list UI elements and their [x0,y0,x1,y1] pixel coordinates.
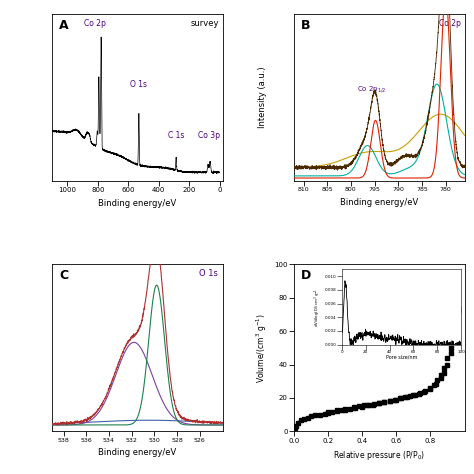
Text: O 1s: O 1s [130,80,147,89]
Text: Co 3p: Co 3p [198,131,220,140]
X-axis label: Binding energy/eV: Binding energy/eV [98,199,176,208]
Y-axis label: Intensity (a.u.): Intensity (a.u.) [258,67,267,128]
Y-axis label: Volume/(cm$^3$ g$^{-1}$): Volume/(cm$^3$ g$^{-1}$) [255,313,269,383]
Text: Co 2p: Co 2p [439,19,461,28]
Text: B: B [301,19,310,32]
X-axis label: Binding energy/eV: Binding energy/eV [340,198,419,207]
Text: D: D [301,270,311,283]
Text: C: C [59,270,68,283]
Text: survey: survey [191,19,219,28]
Text: Co 2p$_{1/2}$: Co 2p$_{1/2}$ [357,84,387,95]
X-axis label: Relative pressure (P/P$_0$): Relative pressure (P/P$_0$) [333,449,425,462]
Text: A: A [59,19,69,32]
Text: O 1s: O 1s [199,270,218,279]
X-axis label: Binding energy/eV: Binding energy/eV [98,448,176,457]
Text: Co 2p: Co 2p [84,19,106,28]
Text: C 1s: C 1s [168,131,184,140]
